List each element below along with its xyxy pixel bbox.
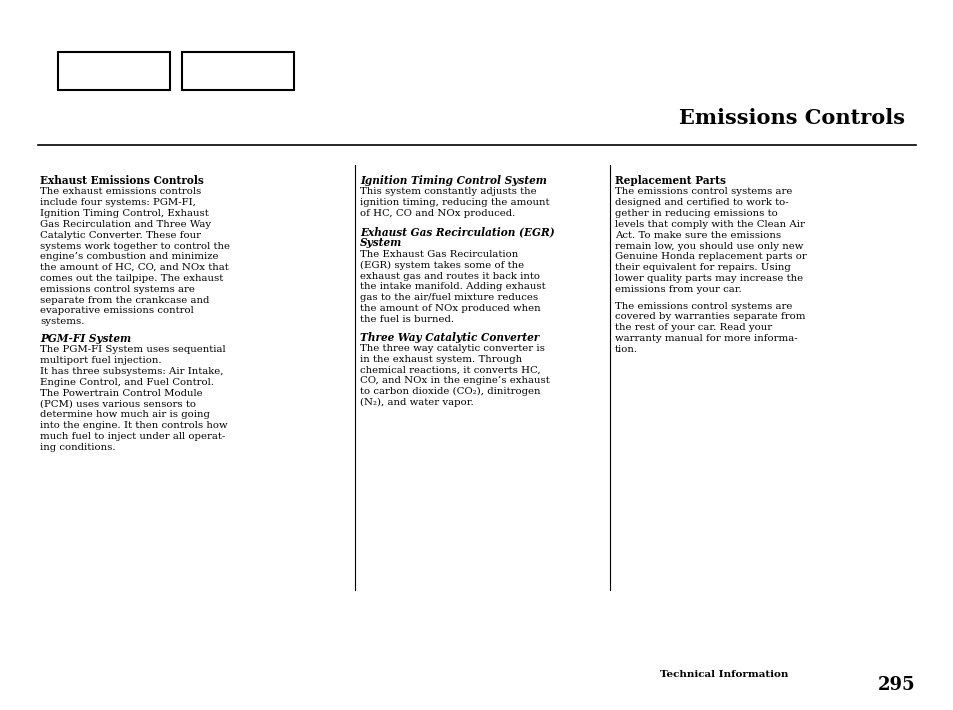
Text: separate from the crankcase and: separate from the crankcase and (40, 295, 209, 305)
Text: much fuel to inject under all operat-: much fuel to inject under all operat- (40, 432, 225, 441)
Text: include four systems: PGM-FI,: include four systems: PGM-FI, (40, 198, 195, 207)
Text: the fuel is burned.: the fuel is burned. (359, 315, 454, 324)
Text: chemical reactions, it converts HC,: chemical reactions, it converts HC, (359, 366, 540, 375)
Text: emissions control systems are: emissions control systems are (40, 285, 194, 294)
Text: in the exhaust system. Through: in the exhaust system. Through (359, 355, 521, 364)
Text: into the engine. It then controls how: into the engine. It then controls how (40, 421, 228, 430)
Text: The PGM-FI System uses sequential: The PGM-FI System uses sequential (40, 345, 226, 354)
Text: The emissions control systems are: The emissions control systems are (615, 302, 792, 310)
Text: gether in reducing emissions to: gether in reducing emissions to (615, 209, 777, 218)
Text: (EGR) system takes some of the: (EGR) system takes some of the (359, 261, 523, 270)
Text: Act. To make sure the emissions: Act. To make sure the emissions (615, 231, 781, 240)
Text: warranty manual for more informa-: warranty manual for more informa- (615, 334, 797, 343)
Text: systems work together to control the: systems work together to control the (40, 241, 230, 251)
Text: 295: 295 (877, 676, 915, 694)
Text: systems.: systems. (40, 317, 85, 326)
Text: emissions from your car.: emissions from your car. (615, 285, 741, 294)
Text: remain low, you should use only new: remain low, you should use only new (615, 241, 802, 251)
Text: Gas Recirculation and Three Way: Gas Recirculation and Three Way (40, 220, 211, 229)
Text: the amount of HC, CO, and NOx that: the amount of HC, CO, and NOx that (40, 263, 229, 272)
Text: Genuine Honda replacement parts or: Genuine Honda replacement parts or (615, 252, 806, 261)
Text: (N₂), and water vapor.: (N₂), and water vapor. (359, 398, 474, 407)
Text: designed and certified to work to-: designed and certified to work to- (615, 198, 788, 207)
Text: Three Way Catalytic Converter: Three Way Catalytic Converter (359, 332, 538, 342)
Text: The three way catalytic converter is: The three way catalytic converter is (359, 344, 544, 353)
Text: The Exhaust Gas Recirculation: The Exhaust Gas Recirculation (359, 250, 517, 259)
Text: the intake manifold. Adding exhaust: the intake manifold. Adding exhaust (359, 283, 545, 291)
Text: Catalytic Converter. These four: Catalytic Converter. These four (40, 231, 201, 240)
Text: multiport fuel injection.: multiport fuel injection. (40, 356, 161, 365)
Text: the rest of your car. Read your: the rest of your car. Read your (615, 323, 771, 332)
Text: This system constantly adjusts the: This system constantly adjusts the (359, 187, 536, 197)
Bar (58, 52, 170, 90)
Text: The exhaust emissions controls: The exhaust emissions controls (40, 187, 201, 197)
Text: levels that comply with the Clean Air: levels that comply with the Clean Air (615, 220, 804, 229)
Text: of HC, CO and NOx produced.: of HC, CO and NOx produced. (359, 209, 515, 218)
Bar (182, 52, 294, 90)
Text: Exhaust Emissions Controls: Exhaust Emissions Controls (40, 175, 204, 186)
Text: System: System (359, 237, 402, 248)
Text: ing conditions.: ing conditions. (40, 442, 115, 452)
Text: tion.: tion. (615, 344, 638, 354)
Text: exhaust gas and routes it back into: exhaust gas and routes it back into (359, 271, 539, 280)
Text: comes out the tailpipe. The exhaust: comes out the tailpipe. The exhaust (40, 274, 223, 283)
Text: the amount of NOx produced when: the amount of NOx produced when (359, 304, 540, 313)
Text: evaporative emissions control: evaporative emissions control (40, 306, 193, 315)
Text: Technical Information: Technical Information (659, 670, 787, 679)
Text: lower quality parts may increase the: lower quality parts may increase the (615, 274, 802, 283)
Text: It has three subsystems: Air Intake,: It has three subsystems: Air Intake, (40, 367, 223, 376)
Text: covered by warranties separate from: covered by warranties separate from (615, 312, 804, 322)
Text: determine how much air is going: determine how much air is going (40, 410, 210, 419)
Text: (PCM) uses various sensors to: (PCM) uses various sensors to (40, 400, 195, 408)
Text: The Powertrain Control Module: The Powertrain Control Module (40, 388, 202, 398)
Text: Ignition Timing Control, Exhaust: Ignition Timing Control, Exhaust (40, 209, 209, 218)
Text: Engine Control, and Fuel Control.: Engine Control, and Fuel Control. (40, 378, 213, 387)
Text: The emissions control systems are: The emissions control systems are (615, 187, 792, 197)
Text: PGM-FI System: PGM-FI System (40, 333, 131, 344)
Text: Replacement Parts: Replacement Parts (615, 175, 725, 186)
Text: to carbon dioxide (CO₂), dinitrogen: to carbon dioxide (CO₂), dinitrogen (359, 387, 540, 396)
Text: ignition timing, reducing the amount: ignition timing, reducing the amount (359, 198, 549, 207)
Text: their equivalent for repairs. Using: their equivalent for repairs. Using (615, 263, 790, 272)
Text: Emissions Controls: Emissions Controls (679, 108, 904, 128)
Text: Exhaust Gas Recirculation (EGR): Exhaust Gas Recirculation (EGR) (359, 226, 554, 237)
Text: Ignition Timing Control System: Ignition Timing Control System (359, 175, 546, 186)
Text: gas to the air/fuel mixture reduces: gas to the air/fuel mixture reduces (359, 293, 537, 302)
Text: CO, and NOx in the engine’s exhaust: CO, and NOx in the engine’s exhaust (359, 376, 549, 386)
Text: engine’s combustion and minimize: engine’s combustion and minimize (40, 252, 218, 261)
